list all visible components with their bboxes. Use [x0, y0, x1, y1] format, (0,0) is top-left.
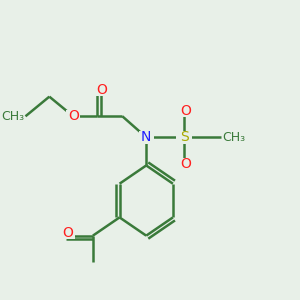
Text: N: N — [141, 130, 152, 144]
Text: O: O — [180, 104, 191, 118]
FancyBboxPatch shape — [176, 131, 192, 144]
Text: O: O — [68, 109, 79, 123]
FancyBboxPatch shape — [178, 158, 193, 170]
Text: CH₃: CH₃ — [1, 110, 24, 123]
Text: O: O — [62, 226, 73, 240]
FancyBboxPatch shape — [95, 84, 109, 95]
Text: O: O — [180, 157, 191, 171]
FancyBboxPatch shape — [139, 131, 154, 144]
FancyBboxPatch shape — [178, 105, 193, 117]
Text: S: S — [180, 130, 188, 144]
FancyBboxPatch shape — [66, 110, 80, 122]
Text: CH₃: CH₃ — [222, 131, 245, 144]
FancyBboxPatch shape — [61, 227, 75, 239]
Text: O: O — [97, 82, 108, 97]
